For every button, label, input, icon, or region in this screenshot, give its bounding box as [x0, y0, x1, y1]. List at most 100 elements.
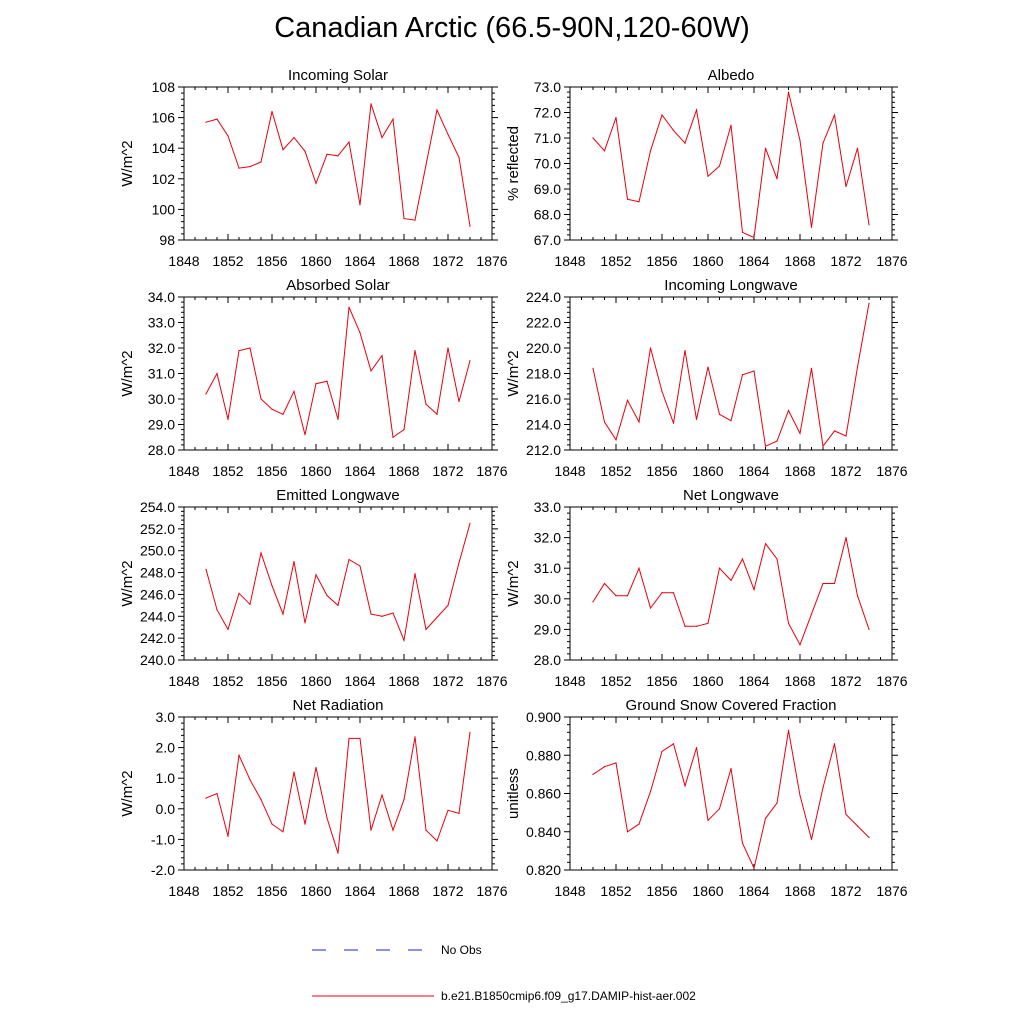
plot-frame [569, 716, 893, 871]
data-point [799, 644, 801, 646]
data-point [469, 360, 471, 362]
y-tick-label: 72.0 [534, 105, 561, 121]
y-tick-label: 248.0 [140, 565, 175, 581]
data-point [810, 226, 813, 228]
x-tick-label: 1872 [432, 253, 463, 269]
panel-incoming-solar: Incoming Solar 1848 1852 1856 1860 1864 1868 18… [119, 67, 508, 269]
data-point [592, 367, 594, 369]
panel-title: Incoming Longwave [664, 277, 797, 294]
x-tick-label: 1864 [738, 253, 769, 269]
data-point [707, 366, 709, 368]
data-point [741, 374, 744, 376]
data-point [764, 817, 767, 819]
y-tick-label: -1.0 [151, 831, 175, 847]
x-tick-label: 1848 [168, 253, 199, 269]
x-tick-label: 1864 [738, 673, 769, 689]
y-tick-label: 28.0 [148, 442, 175, 458]
y-tick-label: 214.0 [526, 417, 561, 433]
x-tick-label: 1860 [300, 673, 331, 689]
y-tick-label: 0.900 [526, 709, 561, 725]
data-point [348, 141, 350, 143]
data-point [293, 136, 295, 139]
data-point [469, 225, 471, 227]
y-tick-label: 224.0 [526, 289, 561, 305]
plot-frame [183, 86, 493, 241]
data-point [359, 565, 361, 567]
data-point [315, 182, 317, 184]
x-tick-label: 1860 [300, 463, 331, 479]
panel-title: Net Radiation [293, 697, 384, 714]
data-point [304, 434, 306, 436]
data-point [425, 403, 427, 405]
data-point [205, 393, 207, 395]
data-point [403, 429, 405, 431]
y-tick-label: 71.0 [534, 130, 561, 146]
data-point [695, 418, 698, 420]
y-tick-label: 31.0 [148, 366, 175, 382]
y-tick-label: 68.0 [534, 207, 561, 223]
data-point [718, 808, 721, 810]
data-point [392, 118, 394, 120]
y-tick-label: 0.880 [526, 747, 561, 763]
data-point [414, 736, 416, 738]
data-point [638, 823, 640, 825]
data-point [469, 522, 471, 524]
data-point [414, 573, 416, 575]
data-point [304, 823, 306, 825]
data-point [216, 372, 218, 375]
data-point [661, 592, 663, 594]
data-point [833, 582, 836, 585]
data-point [370, 370, 372, 372]
data-point [603, 766, 606, 768]
y-axis-label: W/m^2 [119, 140, 136, 186]
panel-net-radiation: Net Radiation 1848 1852 1856 1860 1864 1868 187… [119, 697, 508, 899]
data-point [776, 178, 778, 180]
data-point [845, 537, 847, 539]
data-point [381, 615, 383, 617]
y-tick-label: 29.0 [148, 417, 175, 433]
series-line [592, 537, 870, 646]
data-point [833, 743, 836, 745]
data-point [868, 628, 870, 631]
y-tick-label: 32.0 [534, 530, 561, 546]
x-tick-label: 1876 [876, 883, 907, 899]
data-point [238, 754, 240, 756]
y-tick-label: 98 [159, 232, 175, 248]
x-tick-label: 1876 [876, 673, 907, 689]
x-tick-label: 1868 [388, 463, 419, 479]
data-point [707, 622, 709, 624]
x-tick-label: 1864 [738, 463, 769, 479]
y-tick-label: 0.0 [156, 801, 176, 817]
series-line [205, 103, 471, 227]
data-point [626, 399, 629, 401]
data-point [315, 383, 317, 385]
y-tick-label: 33.0 [148, 315, 175, 331]
y-tick-label: 244.0 [140, 608, 175, 624]
data-point [458, 400, 460, 403]
series-line [592, 91, 870, 239]
data-point [730, 579, 732, 582]
x-tick-label: 1860 [692, 673, 723, 689]
data-point [672, 422, 675, 424]
data-point [370, 103, 372, 105]
data-point [447, 133, 449, 136]
data-point [304, 622, 306, 624]
data-point [458, 812, 460, 814]
x-tick-label: 1872 [830, 253, 861, 269]
data-point [425, 829, 427, 831]
x-tick-label: 1852 [212, 673, 243, 689]
data-point [425, 628, 427, 631]
x-tick-label: 1856 [646, 463, 677, 479]
x-tick-label: 1852 [212, 253, 243, 269]
y-tick-label: 106 [152, 110, 176, 126]
data-point [626, 831, 629, 833]
legend: No Obs b.e21.B1850cmip6.f09_g17.DAMIP-his… [312, 943, 696, 1003]
x-tick-label: 1868 [388, 673, 419, 689]
y-tick-label: 102 [152, 171, 176, 187]
data-point [638, 201, 640, 203]
data-point [695, 747, 698, 749]
y-tick-label: 218.0 [526, 366, 561, 382]
y-axis-label: unitless [505, 768, 522, 819]
x-tick-label: 1856 [646, 673, 677, 689]
data-point [603, 582, 606, 585]
